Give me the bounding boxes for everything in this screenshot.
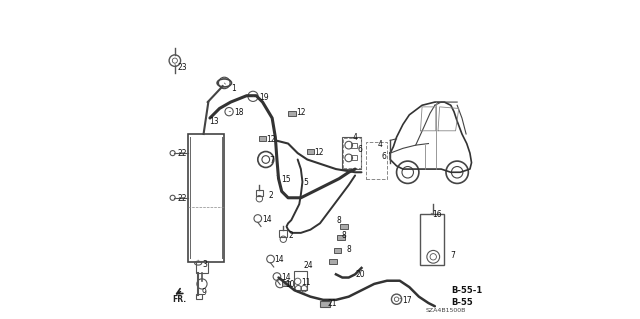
Text: 1: 1 (231, 84, 236, 93)
Bar (366, 142, 387, 179)
Text: 23: 23 (177, 63, 187, 72)
Text: 8: 8 (346, 245, 351, 254)
Bar (333, 248, 341, 253)
Text: 8: 8 (342, 231, 346, 240)
Bar (420, 214, 444, 265)
Text: 6: 6 (358, 145, 362, 154)
Text: 7: 7 (450, 251, 455, 260)
Text: SZA4B1500B: SZA4B1500B (426, 308, 466, 313)
Text: 13: 13 (209, 117, 219, 126)
Text: 14: 14 (262, 215, 271, 224)
Bar (196, 261, 209, 273)
Text: FR.: FR. (172, 295, 186, 304)
Text: 4: 4 (378, 140, 383, 149)
Bar (289, 111, 296, 116)
Text: 21: 21 (327, 299, 337, 308)
Text: 12: 12 (296, 108, 305, 117)
Text: 18: 18 (234, 108, 243, 117)
Bar (294, 271, 307, 290)
Text: 17: 17 (403, 296, 412, 305)
Text: 14: 14 (281, 273, 291, 282)
Text: B-55-1: B-55-1 (451, 286, 482, 295)
Text: 10: 10 (285, 280, 295, 289)
Bar (259, 136, 266, 141)
Text: 4: 4 (353, 133, 357, 142)
Text: 5: 5 (303, 178, 308, 187)
Bar (343, 138, 360, 168)
Bar (320, 301, 330, 307)
Text: 14: 14 (275, 256, 284, 264)
Bar (337, 235, 344, 240)
Text: 8: 8 (337, 216, 341, 225)
Bar (342, 137, 362, 169)
Text: 11: 11 (301, 278, 311, 287)
Bar (307, 149, 314, 154)
Text: 3: 3 (202, 260, 207, 269)
Bar (351, 155, 357, 160)
Text: 16: 16 (432, 210, 442, 219)
Text: 2: 2 (288, 231, 293, 240)
Text: 20: 20 (356, 271, 365, 279)
Bar (188, 134, 224, 262)
Bar (351, 143, 357, 148)
Text: 24: 24 (303, 261, 313, 270)
Text: 2: 2 (268, 191, 273, 200)
Text: 7: 7 (269, 156, 275, 165)
Bar (280, 230, 287, 237)
Text: 22: 22 (177, 149, 187, 158)
Text: 6: 6 (381, 152, 386, 161)
Bar (255, 190, 263, 196)
Text: 19: 19 (259, 93, 268, 102)
Text: 22: 22 (177, 194, 187, 203)
Bar (196, 294, 202, 299)
Text: 12: 12 (314, 148, 324, 157)
Text: 9: 9 (202, 288, 207, 297)
Bar (282, 281, 291, 286)
Text: B-55: B-55 (451, 298, 473, 307)
Bar (329, 259, 337, 264)
Text: 15: 15 (281, 175, 291, 184)
Bar (340, 224, 348, 229)
Text: 12: 12 (266, 135, 276, 144)
